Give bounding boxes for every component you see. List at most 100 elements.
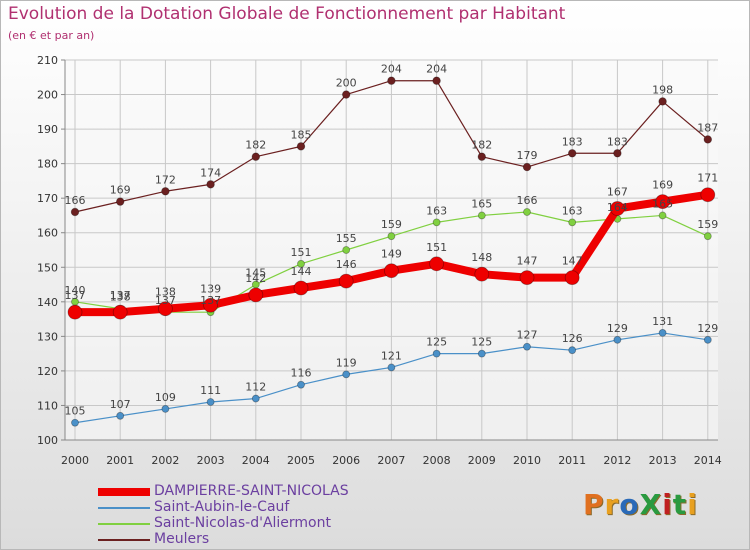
- proxiti-logo: ProXiti: [583, 488, 698, 521]
- y-tick-label: 150: [37, 261, 58, 274]
- y-tick-label: 210: [37, 54, 58, 67]
- data-point-dampierre-saint-nicolas: [157, 301, 173, 317]
- data-label-meulers: 182: [471, 139, 492, 152]
- x-tick-label: 2013: [649, 454, 677, 467]
- data-point-saint-aubin-le-cauf: [703, 335, 712, 344]
- data-label-saint-aubin-le-cauf: 111: [200, 384, 221, 397]
- data-label-meulers: 182: [245, 139, 266, 152]
- data-label-saint-aubin-le-cauf: 107: [110, 398, 131, 411]
- y-tick-label: 120: [37, 365, 58, 378]
- data-label-dampierre-saint-nicolas: 147: [562, 255, 583, 268]
- chart-subtitle: (en € et par an): [8, 29, 95, 42]
- y-tick-label: 140: [37, 296, 58, 309]
- data-label-saint-nicolas-d-aliermont: 163: [426, 204, 447, 217]
- data-point-saint-nicolas-d-aliermont: [477, 211, 486, 220]
- data-label-saint-nicolas-d-aliermont: 145: [245, 267, 266, 280]
- data-point-saint-aubin-le-cauf: [432, 349, 441, 358]
- data-point-dampierre-saint-nicolas: [564, 270, 580, 286]
- x-tick-label: 2008: [423, 454, 451, 467]
- data-point-saint-nicolas-d-aliermont: [387, 232, 396, 241]
- data-label-meulers: 183: [562, 135, 583, 148]
- legend-swatch: [98, 539, 150, 541]
- data-label-dampierre-saint-nicolas: 147: [517, 255, 538, 268]
- y-tick-label: 100: [37, 434, 58, 447]
- data-label-saint-nicolas-d-aliermont: 151: [291, 246, 312, 259]
- x-tick-label: 2004: [242, 454, 270, 467]
- data-point-meulers: [703, 135, 712, 144]
- data-label-saint-aubin-le-cauf: 121: [381, 349, 402, 362]
- data-point-meulers: [477, 152, 486, 161]
- data-point-saint-aubin-le-cauf: [613, 335, 622, 344]
- data-label-saint-aubin-le-cauf: 131: [652, 315, 673, 328]
- data-label-saint-nicolas-d-aliermont: 159: [697, 218, 718, 231]
- data-label-dampierre-saint-nicolas: 151: [426, 241, 447, 254]
- data-label-meulers: 200: [336, 77, 357, 90]
- data-point-saint-nicolas-d-aliermont: [703, 232, 712, 241]
- data-label-saint-nicolas-d-aliermont: 164: [607, 201, 628, 214]
- y-tick-label: 180: [37, 158, 58, 171]
- data-label-saint-nicolas-d-aliermont: 137: [155, 294, 176, 307]
- data-point-dampierre-saint-nicolas: [610, 201, 625, 216]
- data-point-saint-nicolas-d-aliermont: [342, 246, 351, 254]
- data-point-saint-aubin-le-cauf: [297, 380, 305, 389]
- data-label-saint-nicolas-d-aliermont: 166: [517, 194, 538, 207]
- data-point-meulers: [342, 90, 351, 99]
- x-tick-label: 2002: [151, 454, 179, 467]
- data-label-saint-nicolas-d-aliermont: 159: [381, 218, 402, 231]
- data-point-dampierre-saint-nicolas: [429, 256, 445, 272]
- data-label-saint-aubin-le-cauf: 112: [245, 381, 266, 394]
- data-point-meulers: [522, 162, 532, 172]
- data-point-saint-aubin-le-cauf: [387, 363, 396, 372]
- data-label-meulers: 198: [652, 83, 673, 96]
- data-point-saint-aubin-le-cauf: [342, 370, 351, 379]
- data-point-meulers: [206, 180, 215, 189]
- data-point-dampierre-saint-nicolas: [519, 270, 535, 286]
- legend-swatch: [98, 523, 150, 525]
- data-point-dampierre-saint-nicolas: [700, 187, 716, 203]
- data-label-saint-aubin-le-cauf: 125: [426, 336, 447, 349]
- data-label-meulers: 172: [155, 173, 176, 186]
- data-label-dampierre-saint-nicolas: 144: [291, 265, 312, 278]
- data-point-saint-aubin-le-cauf: [161, 405, 170, 413]
- data-point-meulers: [296, 142, 306, 151]
- data-label-meulers: 166: [65, 194, 86, 207]
- data-point-dampierre-saint-nicolas: [655, 194, 670, 210]
- data-point-saint-nicolas-d-aliermont: [568, 218, 577, 227]
- data-label-saint-nicolas-d-aliermont: 163: [562, 204, 583, 217]
- data-label-saint-aubin-le-cauf: 125: [471, 336, 492, 349]
- x-tick-label: 2001: [106, 454, 134, 467]
- chart-title: Evolution de la Dotation Globale de Fonc…: [8, 4, 566, 24]
- data-label-saint-nicolas-d-aliermont: 165: [471, 197, 492, 210]
- data-label-dampierre-saint-nicolas: 171: [697, 172, 718, 185]
- y-tick-label: 160: [37, 227, 58, 240]
- data-label-meulers: 204: [381, 63, 402, 76]
- data-label-dampierre-saint-nicolas: 167: [607, 186, 628, 199]
- data-point-saint-aubin-le-cauf: [206, 398, 215, 406]
- x-tick-label: 2014: [694, 454, 722, 467]
- x-tick-label: 2009: [468, 454, 496, 467]
- data-point-saint-aubin-le-cauf: [477, 349, 486, 358]
- data-point-meulers: [658, 97, 667, 106]
- data-label-meulers: 179: [517, 149, 538, 162]
- data-point-dampierre-saint-nicolas: [67, 304, 83, 320]
- data-point-meulers: [70, 207, 80, 217]
- data-point-meulers: [613, 149, 622, 158]
- data-label-dampierre-saint-nicolas: 139: [200, 282, 221, 295]
- data-point-meulers: [161, 187, 170, 196]
- x-tick-label: 2010: [513, 454, 541, 467]
- x-tick-label: 2000: [61, 454, 89, 467]
- data-label-saint-nicolas-d-aliermont: 140: [65, 284, 86, 297]
- data-label-meulers: 183: [607, 135, 628, 148]
- y-tick-label: 170: [37, 192, 58, 205]
- data-label-saint-nicolas-d-aliermont: 165: [652, 197, 673, 210]
- legend-swatch: [98, 488, 150, 496]
- x-tick-label: 2007: [377, 454, 405, 467]
- data-label-saint-aubin-le-cauf: 119: [336, 356, 357, 369]
- data-point-saint-aubin-le-cauf: [251, 394, 260, 403]
- data-point-saint-nicolas-d-aliermont: [523, 208, 531, 216]
- data-point-dampierre-saint-nicolas: [248, 287, 264, 303]
- data-label-saint-aubin-le-cauf: 105: [65, 405, 86, 418]
- data-label-saint-aubin-le-cauf: 127: [517, 329, 538, 342]
- data-label-dampierre-saint-nicolas: 137: [65, 289, 86, 302]
